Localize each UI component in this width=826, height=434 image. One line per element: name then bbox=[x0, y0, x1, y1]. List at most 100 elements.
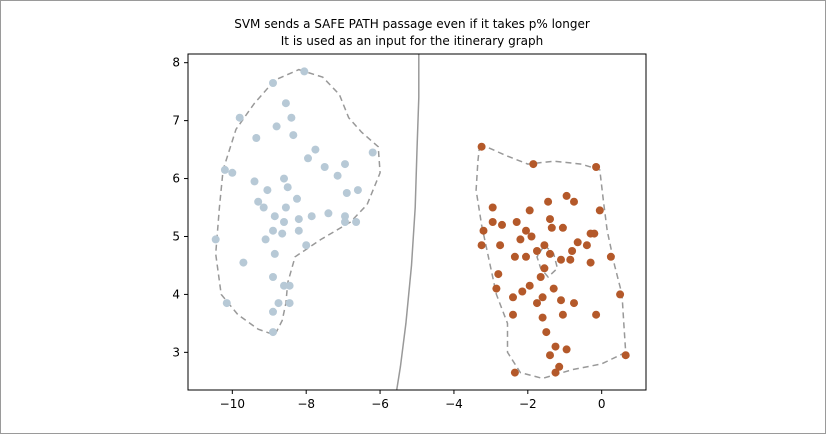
point-series1-50 bbox=[558, 310, 567, 319]
point-series0-2 bbox=[235, 113, 244, 122]
point-series0-36 bbox=[278, 229, 287, 238]
point-series1-7 bbox=[595, 206, 604, 215]
plot-area: −10 −8 −6 −4 −2 0 3 4 5 6 7 8 bbox=[172, 53, 647, 411]
point-series1-14 bbox=[558, 223, 567, 232]
point-series1-49 bbox=[509, 310, 517, 319]
point-series1-35 bbox=[540, 264, 549, 273]
x-tick-label-3: −4 bbox=[445, 397, 463, 411]
point-series0-43 bbox=[280, 281, 288, 290]
point-series1-0 bbox=[477, 142, 486, 151]
point-series1-4 bbox=[544, 197, 553, 206]
point-series1-48 bbox=[538, 313, 547, 322]
point-series1-55 bbox=[546, 351, 554, 360]
point-series1-12 bbox=[512, 218, 521, 226]
point-series1-51 bbox=[592, 310, 601, 319]
point-series0-34 bbox=[269, 226, 277, 235]
point-series1-13 bbox=[547, 223, 556, 232]
point-series0-15 bbox=[250, 177, 259, 186]
point-series1-52 bbox=[542, 328, 551, 337]
plot-axes-frame bbox=[187, 53, 647, 391]
point-series1-53 bbox=[551, 342, 560, 351]
point-series0-41 bbox=[239, 258, 248, 267]
y-tick-label-3: 6 bbox=[172, 172, 180, 186]
point-series0-7 bbox=[289, 131, 298, 140]
point-series0-44 bbox=[285, 281, 294, 290]
y-tick-label-1: 4 bbox=[172, 287, 180, 301]
point-series1-2 bbox=[592, 163, 601, 171]
chart-title: SVM sends a SAFE PATH passage even if it… bbox=[234, 17, 590, 31]
point-series0-20 bbox=[353, 186, 362, 195]
point-series1-19 bbox=[590, 229, 599, 238]
point-series1-6 bbox=[570, 197, 578, 206]
point-series1-32 bbox=[586, 258, 595, 267]
point-series0-19 bbox=[342, 189, 351, 197]
point-series0-45 bbox=[274, 299, 283, 308]
point-series1-47 bbox=[616, 290, 625, 299]
point-series1-31 bbox=[566, 255, 575, 264]
point-series1-22 bbox=[573, 238, 582, 247]
point-series1-39 bbox=[549, 284, 558, 293]
chart-subtitle: It is used as an input for the itinerary… bbox=[281, 34, 543, 48]
point-series1-46 bbox=[509, 293, 517, 302]
point-series0-42 bbox=[269, 273, 277, 281]
point-series0-0 bbox=[269, 79, 277, 87]
point-series0-30 bbox=[294, 215, 303, 224]
point-series0-38 bbox=[211, 235, 220, 244]
point-series1-43 bbox=[533, 299, 541, 308]
point-series1-45 bbox=[557, 296, 565, 305]
point-series1-11 bbox=[498, 220, 506, 229]
point-series0-39 bbox=[302, 241, 311, 250]
y-tick-label-4: 7 bbox=[172, 114, 180, 128]
point-series0-28 bbox=[281, 203, 290, 212]
point-series1-58 bbox=[551, 368, 560, 377]
y-tick-label-2: 5 bbox=[172, 229, 180, 243]
point-series1-59 bbox=[510, 368, 519, 377]
point-series0-35 bbox=[294, 226, 303, 235]
point-series1-3 bbox=[488, 203, 497, 212]
point-series1-56 bbox=[621, 351, 630, 360]
point-series0-27 bbox=[259, 203, 268, 212]
point-series0-6 bbox=[252, 134, 261, 142]
point-series0-13 bbox=[220, 165, 229, 174]
point-series0-22 bbox=[293, 194, 301, 203]
point-series0-24 bbox=[324, 209, 333, 218]
point-series1-23 bbox=[582, 241, 591, 250]
point-series0-5 bbox=[272, 122, 281, 131]
decision-boundary bbox=[395, 54, 420, 390]
point-series0-3 bbox=[281, 99, 290, 108]
point-series0-1 bbox=[300, 67, 309, 76]
point-series0-26 bbox=[254, 197, 263, 206]
point-series1-9 bbox=[546, 215, 554, 224]
point-series1-8 bbox=[525, 206, 534, 215]
point-series1-27 bbox=[568, 247, 577, 255]
point-series0-17 bbox=[283, 183, 292, 192]
x-tick-label-5: 0 bbox=[598, 397, 606, 411]
x-tick-label-4: −2 bbox=[519, 397, 537, 411]
point-series1-38 bbox=[525, 281, 534, 290]
point-series0-37 bbox=[261, 235, 270, 244]
point-series1-5 bbox=[562, 191, 571, 200]
point-series0-18 bbox=[333, 171, 342, 180]
point-series0-10 bbox=[320, 163, 329, 171]
point-series1-37 bbox=[536, 273, 545, 281]
point-series1-17 bbox=[527, 232, 536, 241]
point-series1-42 bbox=[538, 293, 547, 302]
point-series1-20 bbox=[516, 235, 525, 244]
point-series0-11 bbox=[341, 160, 349, 169]
point-series1-10 bbox=[488, 218, 497, 226]
point-series0-16 bbox=[280, 174, 288, 183]
point-series1-54 bbox=[562, 345, 571, 354]
point-series0-8 bbox=[311, 145, 320, 154]
point-series1-40 bbox=[492, 284, 501, 293]
point-series1-57 bbox=[555, 362, 564, 371]
point-series0-25 bbox=[341, 212, 349, 221]
point-series1-30 bbox=[510, 252, 519, 261]
point-series0-47 bbox=[222, 299, 231, 308]
point-series0-32 bbox=[341, 218, 349, 226]
point-series1-25 bbox=[496, 241, 505, 250]
point-series0-46 bbox=[285, 299, 294, 308]
point-series1-24 bbox=[477, 241, 486, 250]
point-series0-48 bbox=[269, 307, 277, 316]
x-tick-label-0: −10 bbox=[220, 397, 245, 411]
